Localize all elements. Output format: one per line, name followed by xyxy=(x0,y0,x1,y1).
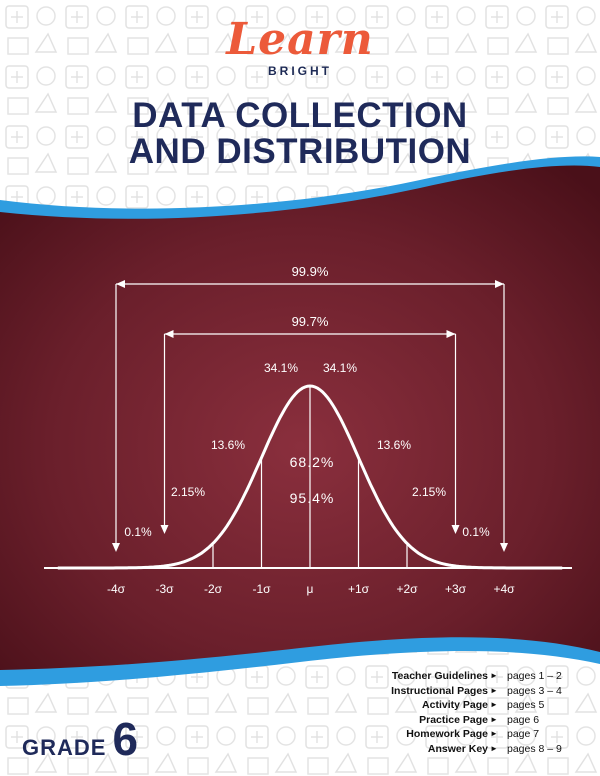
x-tick-label: -3σ xyxy=(155,582,174,596)
toc-label: Teacher Guidelines xyxy=(391,670,488,682)
toc-label: Instructional Pages xyxy=(391,684,488,697)
arrow-head-icon xyxy=(164,330,174,338)
x-tick-label: +4σ xyxy=(493,582,515,596)
region-percent-label: 2.15% xyxy=(171,485,205,499)
x-tick-label: -1σ xyxy=(252,582,271,596)
center-percent-label: 68.2% xyxy=(290,454,335,470)
toc-row: Practice Page ► page 6 xyxy=(330,714,600,728)
toc-row: Answer Key ► pages 8 – 9 xyxy=(330,743,600,757)
arrow-head-icon xyxy=(451,525,460,534)
logo-subtitle: BRIGHT xyxy=(268,64,332,78)
triangle-arrow-icon: ► xyxy=(490,685,498,695)
x-tick-label: -4σ xyxy=(107,582,126,596)
x-tick-label: μ xyxy=(307,582,314,596)
toc-label: Practice Page xyxy=(419,713,488,726)
arrow-head-icon xyxy=(160,525,169,534)
toc-row: Teacher Guidelines ► pages 1 – 2 xyxy=(330,670,600,684)
toc-label: Activity Page xyxy=(422,699,488,711)
page-title: DATA COLLECTION AND DISTRIBUTION xyxy=(0,98,600,170)
arrow-head-icon xyxy=(495,280,504,288)
toc-row: Instructional Pages ► pages 3 – 4 xyxy=(330,685,600,699)
title-line-2: AND DISTRIBUTION xyxy=(128,132,472,171)
grade-level: GRADE 6 xyxy=(22,712,138,766)
toc-pages: pages 8 – 9 xyxy=(507,742,562,755)
triangle-arrow-icon: ► xyxy=(490,729,498,738)
arrow-head-icon xyxy=(446,330,456,338)
region-percent-label: 34.1% xyxy=(323,361,357,375)
region-percent-label: 0.1% xyxy=(124,525,152,539)
center-percent-label: 95.4% xyxy=(290,490,335,506)
triangle-arrow-icon: ► xyxy=(490,671,498,680)
grade-label: GRADE xyxy=(22,735,107,760)
toc-label: Answer Key xyxy=(427,742,488,755)
arrow-head-icon xyxy=(112,543,120,552)
region-percent-label: 0.1% xyxy=(462,525,490,539)
toc-pages: pages 3 – 4 xyxy=(507,684,562,697)
arrow-head-icon xyxy=(500,543,508,552)
grade-number: 6 xyxy=(112,713,139,765)
logo-word: Learn xyxy=(226,14,374,65)
x-tick-label: +2σ xyxy=(396,582,418,596)
learn-bright-logo: Learn BRIGHT xyxy=(0,14,600,79)
toc-label: Homework Page xyxy=(406,728,488,740)
arrow-head-icon xyxy=(116,280,125,288)
x-tick-label: -2σ xyxy=(204,582,223,596)
bell-curve xyxy=(57,384,563,570)
toc-pages: pages 1 – 2 xyxy=(507,670,562,682)
x-tick-label: +3σ xyxy=(445,582,467,596)
span-label: 99.7% xyxy=(292,314,329,329)
triangle-arrow-icon: ► xyxy=(490,714,498,724)
region-percent-label: 13.6% xyxy=(211,438,245,452)
triangle-arrow-icon: ► xyxy=(490,700,498,709)
span-label: 99.9% xyxy=(292,264,329,279)
toc-pages: pages 5 xyxy=(507,699,545,711)
region-percent-label: 34.1% xyxy=(264,361,298,375)
title-line-1: DATA COLLECTION xyxy=(132,96,468,135)
toc-row: Homework Page ► page 7 xyxy=(330,728,600,742)
region-percent-label: 13.6% xyxy=(377,438,411,452)
toc-pages: page 7 xyxy=(507,728,540,740)
x-tick-label: +1σ xyxy=(348,582,370,596)
toc-row: Activity Page ► pages 5 xyxy=(330,699,600,713)
region-percent-label: 2.15% xyxy=(412,485,446,499)
triangle-arrow-icon: ► xyxy=(490,743,498,753)
toc-pages: page 6 xyxy=(507,713,540,726)
